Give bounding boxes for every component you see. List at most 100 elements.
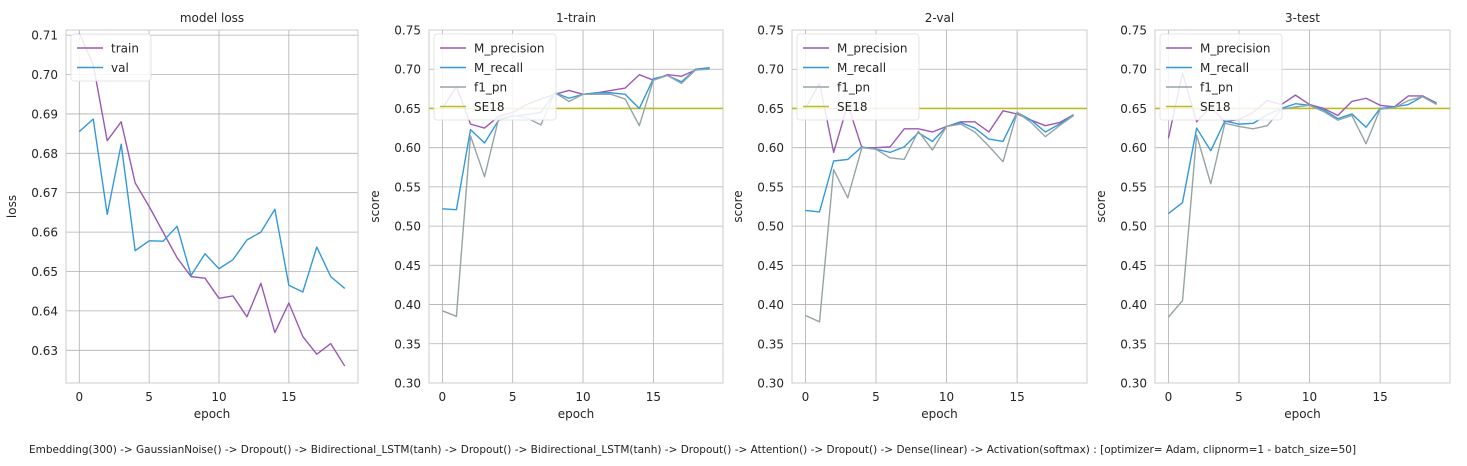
legend-label: M_recall (1200, 61, 1249, 75)
y-tick-label: 0.30 (1120, 377, 1147, 391)
y-tick-label: 0.55 (757, 180, 784, 194)
legend-label: SE18 (474, 100, 504, 114)
model-architecture-caption: Embedding(300) -> GaussianNoise() -> Dro… (29, 444, 1357, 456)
y-tick-label: 0.55 (394, 180, 421, 194)
series-line-train (78, 32, 346, 367)
x-axis-label: epoch (558, 407, 595, 421)
legend-label: M_recall (474, 61, 523, 75)
y-tick-label: 0.65 (757, 102, 784, 116)
y-tick-label: 0.40 (1120, 298, 1147, 312)
series-line-f1-pn (1167, 95, 1437, 318)
y-tick-label: 0.69 (31, 107, 58, 121)
y-tick-label: 0.50 (757, 220, 784, 234)
legend-label: M_precision (1200, 42, 1271, 56)
chart-panel-1: 0.63 0.64 0.65 0.66 0.67 0.68 0.69 0.70 0.71 0 5 10… (5, 11, 359, 421)
y-tick-label: 0.45 (394, 259, 421, 273)
y-tick-label: 0.65 (394, 102, 421, 116)
y-tick-label: 0.30 (757, 377, 784, 391)
y-tick-label: 0.70 (31, 68, 58, 82)
y-tick-label: 0.30 (394, 377, 421, 391)
y-tick-label: 0.70 (757, 63, 784, 77)
x-tick-label: 5 (872, 390, 880, 404)
legend-label: f1_pn (1200, 81, 1233, 95)
y-tick-label: 0.65 (1120, 102, 1147, 116)
legend: train val (70, 33, 152, 82)
chart-title: 2-val (925, 11, 954, 25)
chart-title: 3-test (1285, 11, 1320, 25)
x-tick-label: 15 (646, 390, 661, 404)
plot-frame (428, 29, 724, 384)
y-tick-label: 0.35 (1120, 337, 1147, 351)
x-tick-label: 15 (281, 390, 296, 404)
y-tick-label: 0.71 (31, 29, 58, 43)
y-tick-label: 0.50 (394, 220, 421, 234)
y-axis-label: loss (5, 195, 19, 218)
y-tick-label: 0.40 (757, 298, 784, 312)
y-tick-label: 0.35 (394, 337, 421, 351)
legend-box (70, 33, 152, 82)
y-tick-label: 0.64 (31, 304, 58, 318)
y-tick-label: 0.70 (394, 63, 421, 77)
y-tick-label: 0.67 (31, 186, 58, 200)
x-tick-label: 0 (802, 390, 810, 404)
training-metrics-figure: 0.63 0.64 0.65 0.66 0.67 0.68 0.69 0.70 0.71 0 5 10… (5, 11, 1451, 421)
legend-label: SE18 (1200, 100, 1230, 114)
y-tick-label: 0.66 (31, 226, 58, 240)
x-tick-label: 15 (1372, 390, 1387, 404)
x-tick-label: 10 (1302, 390, 1317, 404)
series-line-m-recall (1167, 95, 1437, 215)
x-tick-label: 10 (575, 390, 590, 404)
x-tick-label: 0 (75, 390, 83, 404)
x-tick-label: 5 (145, 390, 153, 404)
y-tick-label: 0.75 (1120, 24, 1147, 38)
y-tick-label: 0.40 (394, 298, 421, 312)
x-tick-label: 15 (1009, 390, 1024, 404)
legend-label: M_precision (474, 42, 545, 56)
y-tick-label: 0.45 (757, 259, 784, 273)
plot-frame (1154, 29, 1451, 384)
chart-title: 1-train (556, 11, 596, 25)
y-axis-label: score (731, 190, 745, 222)
chart-panel-4: 0.30 0.35 0.40 0.45 0.50 0.55 0.60 0.65 0.70 0.75… (1094, 11, 1451, 421)
x-tick-label: 0 (439, 390, 447, 404)
y-tick-label: 0.68 (31, 147, 58, 161)
x-tick-label: 5 (1235, 390, 1243, 404)
series-line-val (78, 118, 346, 293)
x-tick-label: 10 (211, 390, 226, 404)
x-tick-label: 10 (939, 390, 954, 404)
legend-box (1159, 33, 1283, 121)
legend-label: train (111, 42, 139, 56)
plot-frame (65, 29, 359, 384)
y-tick-label: 0.55 (1120, 180, 1147, 194)
legend-label: SE18 (837, 100, 867, 114)
y-axis-label: score (1094, 190, 1108, 222)
series-line-f1-pn (442, 68, 710, 318)
y-tick-label: 0.75 (757, 24, 784, 38)
y-tick-label: 0.63 (31, 344, 58, 358)
y-tick-label: 0.60 (394, 141, 421, 155)
legend-box (796, 33, 920, 121)
plot-frame (791, 29, 1088, 384)
series-line-m-recall (805, 111, 1074, 213)
y-tick-label: 0.50 (1120, 220, 1147, 234)
legend-label: val (111, 61, 129, 75)
y-tick-label: 0.75 (394, 24, 421, 38)
legend-label: f1_pn (474, 81, 507, 95)
legend: M_precision M_recall f1_pn SE18 (1159, 33, 1283, 121)
x-axis-label: epoch (1284, 407, 1321, 421)
chart-panel-2: 0.30 0.35 0.40 0.45 0.50 0.55 0.60 0.65 0.70 0.75… (368, 11, 724, 421)
x-axis-label: epoch (921, 407, 958, 421)
y-tick-label: 0.60 (757, 141, 784, 155)
series-line-f1-pn (805, 111, 1075, 323)
legend-label: M_recall (837, 61, 886, 75)
y-tick-label: 0.70 (1120, 63, 1147, 77)
y-tick-label: 0.45 (1120, 259, 1147, 273)
chart-panel-3: 0.30 0.35 0.40 0.45 0.50 0.55 0.60 0.65 0.70 0.75… (731, 11, 1088, 421)
legend-box (433, 33, 557, 121)
y-axis-label: score (368, 190, 382, 222)
chart-title: model loss (180, 11, 244, 25)
x-axis-label: epoch (194, 407, 231, 421)
y-tick-label: 0.65 (31, 265, 58, 279)
x-tick-label: 5 (509, 390, 517, 404)
legend: M_precision M_recall f1_pn SE18 (796, 33, 920, 121)
